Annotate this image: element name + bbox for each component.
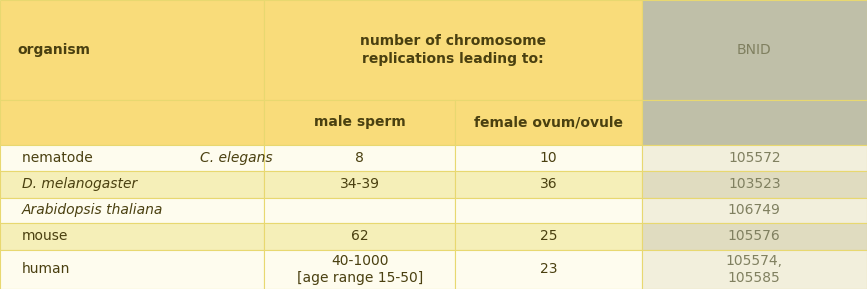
Bar	[264, 171, 455, 198]
Text: 106749: 106749	[728, 203, 780, 217]
Bar	[455, 250, 642, 289]
Text: 36: 36	[539, 177, 557, 191]
Bar	[455, 144, 642, 171]
Bar	[642, 100, 867, 144]
Text: nematode: nematode	[22, 151, 97, 164]
Bar	[264, 0, 642, 100]
Bar	[642, 0, 867, 100]
Text: 10: 10	[539, 151, 557, 164]
Text: organism: organism	[17, 43, 90, 57]
Text: D. melanogaster: D. melanogaster	[22, 177, 137, 191]
Bar	[642, 171, 867, 198]
Text: 25: 25	[539, 229, 557, 243]
Bar	[0, 100, 264, 144]
Bar	[642, 198, 867, 223]
Text: C. elegans: C. elegans	[200, 151, 273, 164]
Bar	[264, 100, 455, 144]
Text: 40-1000
[age range 15-50]: 40-1000 [age range 15-50]	[297, 254, 423, 285]
Text: 105576: 105576	[728, 229, 780, 243]
Text: human: human	[22, 262, 70, 277]
Text: 34-39: 34-39	[340, 177, 380, 191]
Text: 62: 62	[351, 229, 368, 243]
Bar	[0, 144, 264, 171]
Bar	[264, 198, 455, 223]
Bar	[455, 223, 642, 250]
Bar	[642, 250, 867, 289]
Bar	[0, 171, 264, 198]
Bar	[264, 250, 455, 289]
Bar	[455, 198, 642, 223]
Bar	[455, 100, 642, 144]
Text: 23: 23	[539, 262, 557, 277]
Text: mouse: mouse	[22, 229, 68, 243]
Text: female ovum/ovule: female ovum/ovule	[474, 115, 623, 129]
Bar	[455, 171, 642, 198]
Bar	[642, 144, 867, 171]
Text: 103523: 103523	[728, 177, 780, 191]
Text: 8: 8	[355, 151, 364, 164]
Text: Arabidopsis thaliana: Arabidopsis thaliana	[22, 203, 163, 217]
Text: male sperm: male sperm	[314, 115, 406, 129]
Bar	[264, 223, 455, 250]
Text: BNID: BNID	[737, 43, 772, 57]
Bar	[0, 250, 264, 289]
Text: 105572: 105572	[728, 151, 780, 164]
Bar	[0, 0, 264, 100]
Bar	[642, 223, 867, 250]
Text: number of chromosome
replications leading to:: number of chromosome replications leadin…	[360, 34, 546, 66]
Bar	[264, 144, 455, 171]
Text: 105574,
105585: 105574, 105585	[726, 254, 783, 285]
Bar	[0, 223, 264, 250]
Bar	[0, 198, 264, 223]
